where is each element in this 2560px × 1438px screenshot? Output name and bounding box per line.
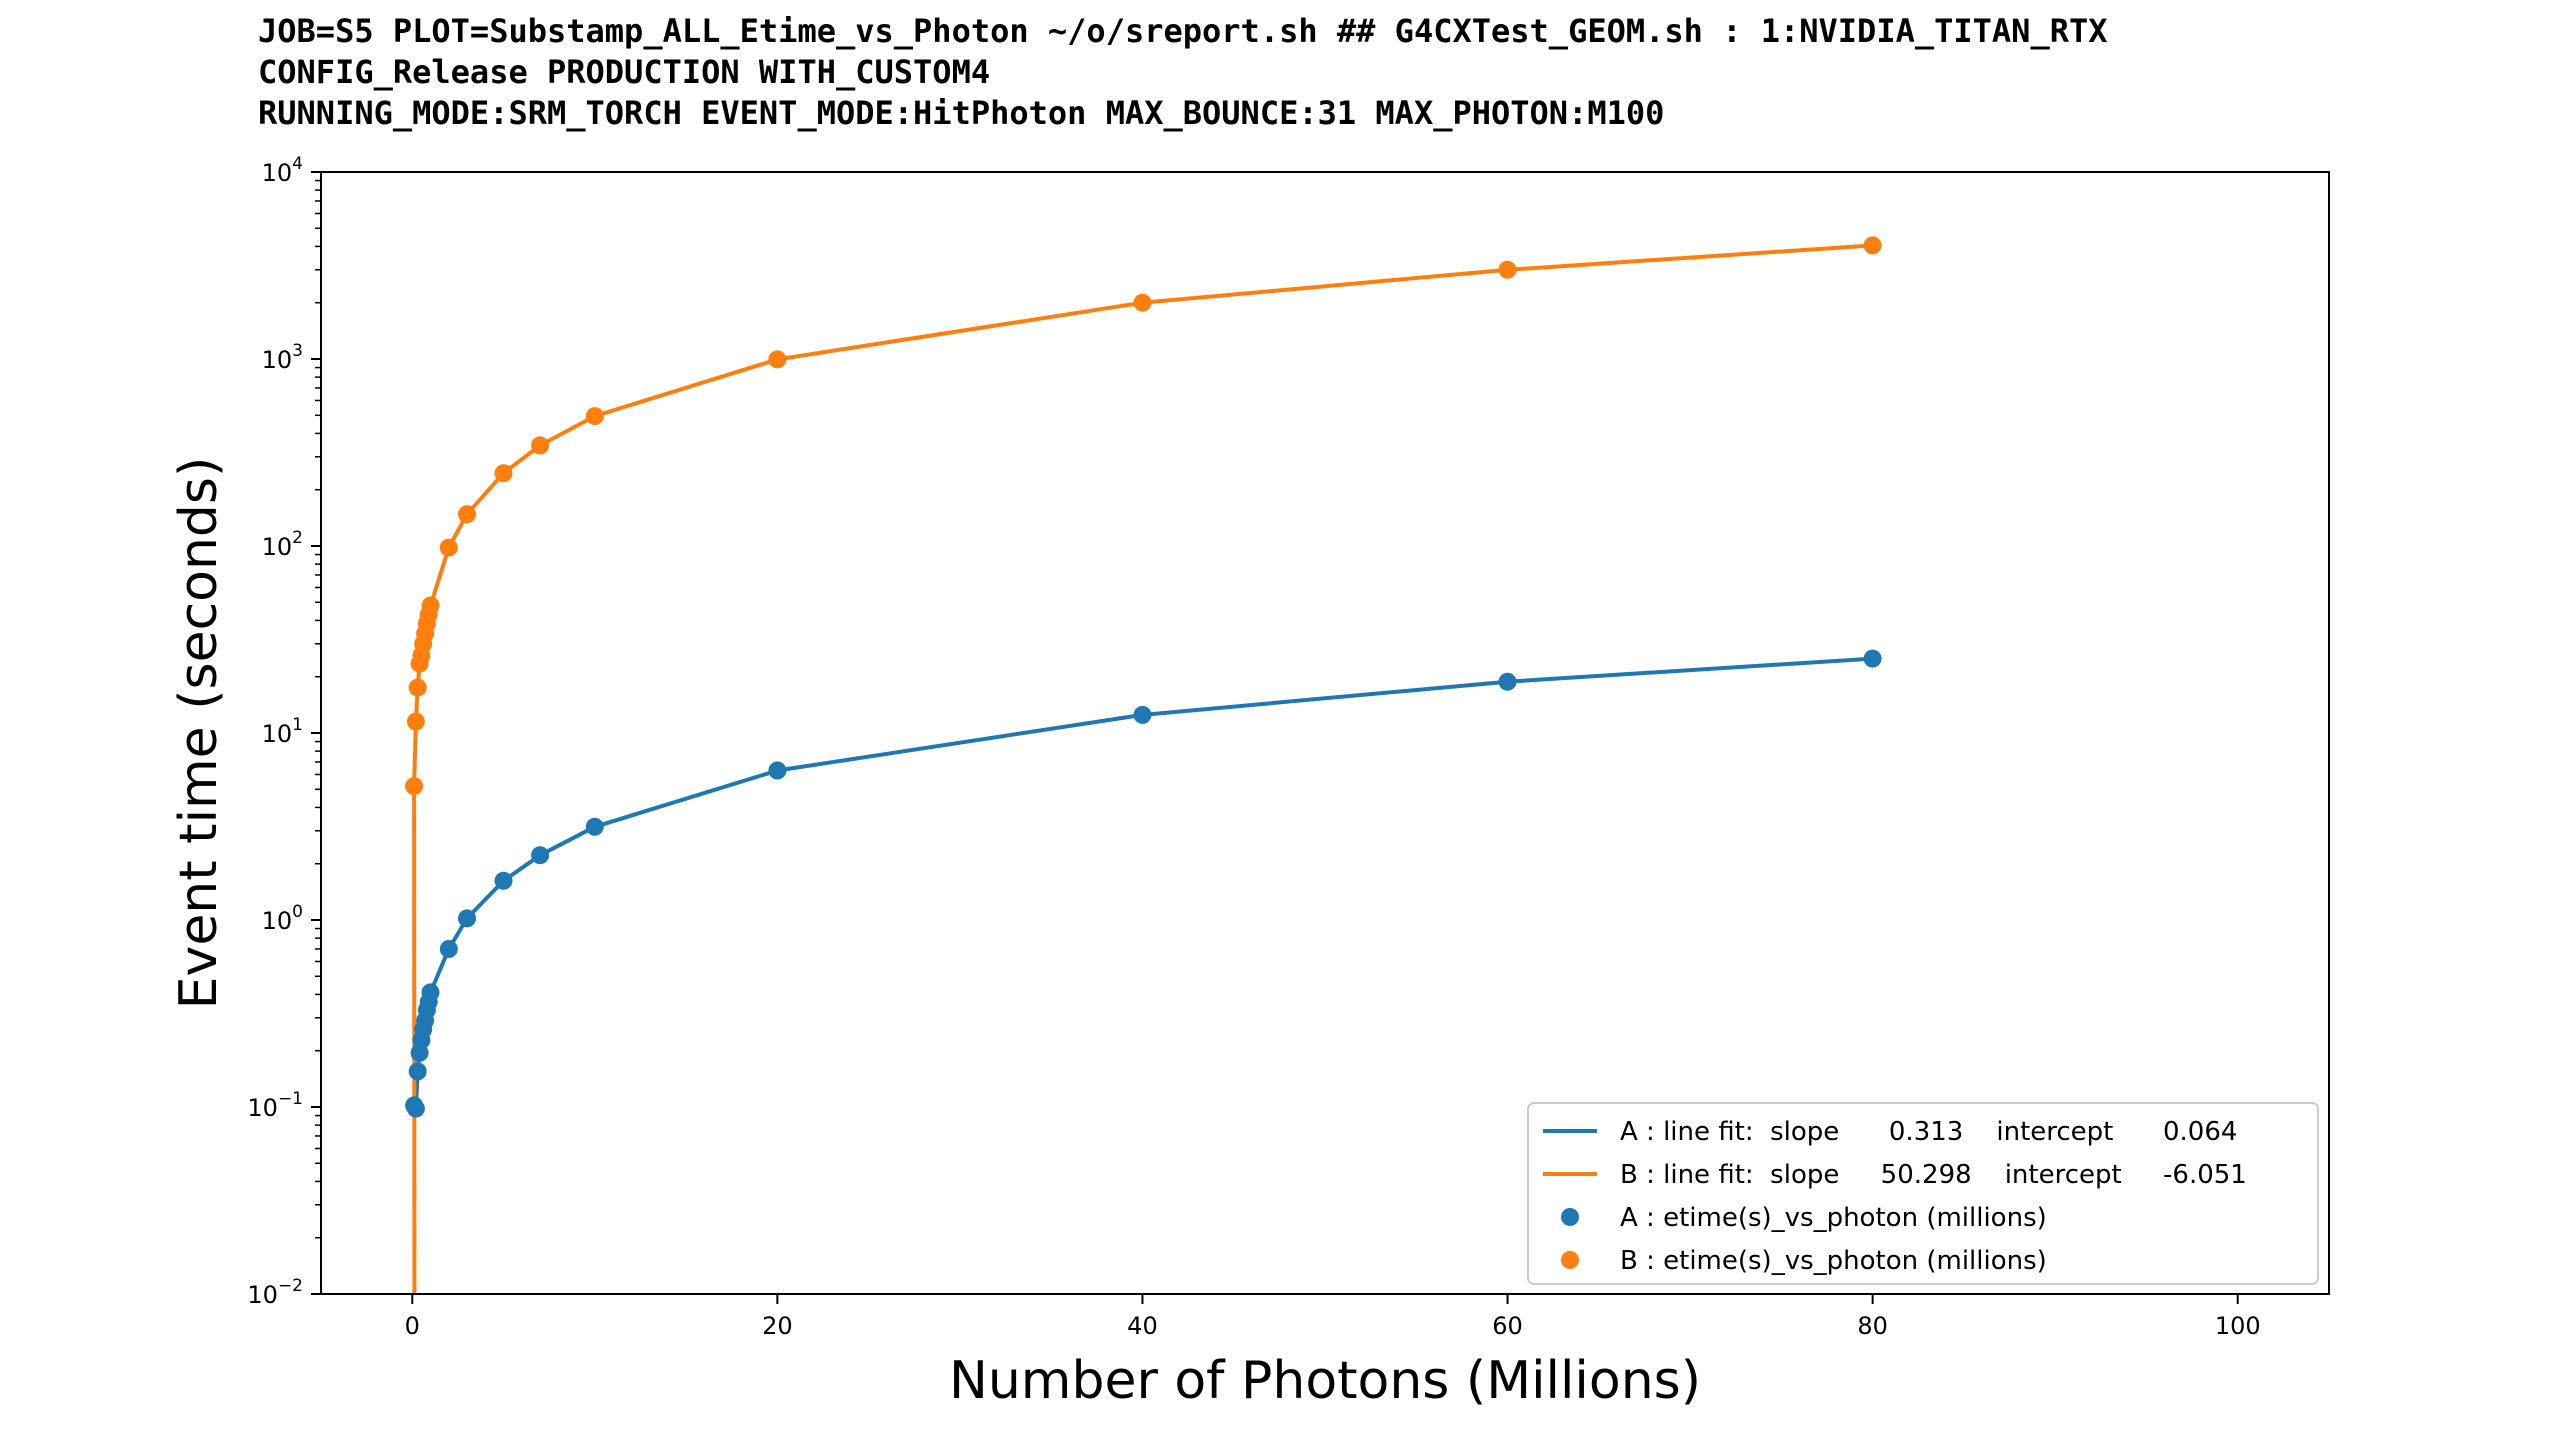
legend-label: A : etime(s)_vs_photon (millions) [1620,1203,2047,1233]
data-point-a [458,909,476,928]
data-point-a [1133,705,1152,724]
series-layer [405,236,1882,1294]
data-point-b [408,678,427,697]
y-tick-label: 103 [262,341,303,374]
x-tick-label: 80 [1857,1312,1888,1340]
x-tick-label: 100 [2215,1312,2261,1340]
data-point-a [585,817,604,836]
data-point-b [458,505,476,524]
title-line-2: CONFIG_Release PRODUCTION WITH_CUSTOM4 [258,53,990,91]
legend: A : line fit: slope 0.313 intercept 0.06… [1527,1102,2319,1285]
chart-title: JOB=S5 PLOT=Substamp_ALL_Etime_vs_Photon… [258,12,2108,132]
data-point-a [406,1099,425,1118]
data-point-a [1498,672,1517,691]
data-point-b [585,407,604,426]
y-axis: 10−2 10−1 100 101 102 103 104 [247,154,321,1309]
y-axis-title: Event time (seconds) [169,457,229,1010]
title-line-3: RUNNING_MODE:SRM_TORCH EVENT_MODE:HitPho… [258,94,1664,132]
y-tick-label: 104 [262,154,303,187]
x-tick-label: 40 [1127,1312,1158,1340]
data-point-b [768,350,787,369]
data-point-b [1498,260,1517,279]
data-point-b [1133,293,1152,312]
data-point-b [1863,236,1882,255]
data-point-b [439,538,458,557]
legend-label: B : line fit: slope 50.298 intercept -6.… [1620,1160,2247,1190]
x-axis: 0 20 40 60 80 100 [405,1294,2261,1340]
data-point-a [439,940,458,958]
data-point-b [406,712,425,731]
x-tick-label: 60 [1492,1312,1523,1340]
x-tick-label: 0 [405,1312,420,1340]
x-tick-label: 20 [762,1312,793,1340]
x-axis-title: Number of Photons (Millions) [949,1351,1701,1411]
y-tick-label: 10−1 [247,1089,303,1122]
y-tick-label: 101 [262,715,303,748]
data-point-b [421,596,440,615]
data-point-a [421,983,440,1002]
data-point-a [494,871,513,890]
legend-label: A : line fit: slope 0.313 intercept 0.06… [1620,1117,2237,1147]
title-line-1: JOB=S5 PLOT=Substamp_ALL_Etime_vs_Photon… [258,12,2108,50]
legend-frame [1527,1102,2319,1285]
data-point-a [408,1062,427,1081]
data-point-b [494,464,513,483]
y-tick-label: 100 [262,902,303,935]
legend-label: B : etime(s)_vs_photon (millions) [1620,1246,2047,1276]
y-tick-label: 102 [262,528,303,561]
data-point-a [1863,649,1882,668]
data-point-b [531,436,550,455]
legend-marker-swatch [1561,1251,1579,1269]
data-point-b [405,777,424,796]
series-line-a [412,656,1873,1111]
legend-marker-swatch [1561,1208,1579,1226]
y-tick-label: 10−2 [247,1276,303,1309]
data-point-a [531,846,550,865]
data-point-a [768,761,787,780]
